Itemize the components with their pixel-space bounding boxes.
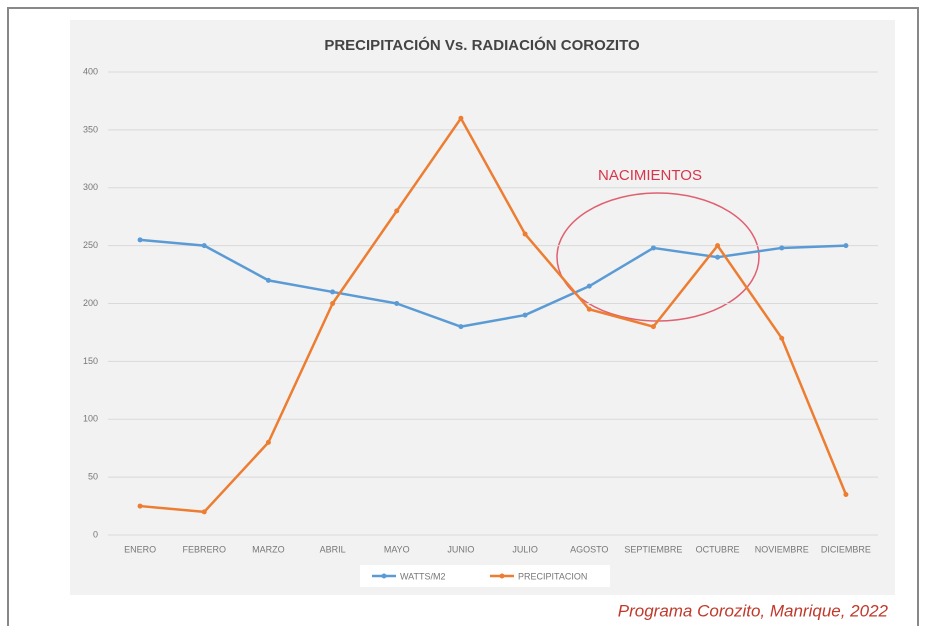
data-point: [779, 245, 785, 251]
y-tick-label: 400: [83, 66, 98, 76]
data-point: [650, 245, 656, 251]
data-point: [586, 306, 592, 312]
data-point: [201, 243, 207, 249]
legend-marker: [381, 573, 387, 579]
x-tick-label: AGOSTO: [570, 544, 608, 554]
legend-marker: [499, 573, 505, 579]
x-tick-label: ENERO: [124, 544, 156, 554]
y-tick-label: 250: [83, 240, 98, 250]
x-tick-label: MAYO: [384, 544, 410, 554]
x-tick-label: NOVIEMBRE: [755, 544, 809, 554]
data-point: [522, 231, 528, 237]
caption: Programa Corozito, Manrique, 2022: [618, 601, 889, 620]
chart-area: [70, 20, 895, 595]
x-tick-label: MARZO: [252, 544, 285, 554]
data-point: [586, 283, 592, 289]
data-point: [715, 254, 721, 260]
y-tick-label: 50: [88, 472, 98, 482]
data-point: [458, 115, 464, 121]
data-point: [394, 208, 400, 214]
data-point: [715, 243, 721, 249]
annotation: NACIMIENTOS: [598, 167, 702, 184]
legend-label: PRECIPITACION: [518, 571, 587, 581]
y-tick-label: 200: [83, 298, 98, 308]
y-tick-label: 150: [83, 356, 98, 366]
data-point: [522, 312, 528, 318]
data-point: [458, 324, 464, 330]
chart-title: PRECIPITACIÓN Vs. RADIACIÓN COROZITO: [324, 36, 640, 54]
frame: [7, 7, 919, 626]
data-point: [330, 289, 336, 295]
x-tick-label: DICIEMBRE: [821, 544, 871, 554]
data-point: [265, 277, 271, 283]
x-tick-label: JUNIO: [447, 544, 474, 554]
y-tick-label: 100: [83, 414, 98, 424]
x-tick-label: FEBRERO: [182, 544, 226, 554]
x-tick-label: OCTUBRE: [696, 544, 740, 554]
y-tick-label: 0: [93, 529, 98, 539]
data-point: [201, 509, 207, 515]
data-point: [137, 503, 143, 509]
x-tick-label: ABRIL: [320, 544, 346, 554]
data-point: [394, 301, 400, 306]
data-point: [779, 335, 785, 341]
y-tick-label: 300: [83, 182, 98, 192]
data-point: [330, 301, 336, 306]
legend-label: WATTS/M2: [400, 571, 446, 581]
data-point: [265, 439, 271, 445]
data-point: [650, 324, 656, 330]
x-tick-label: SEPTIEMBRE: [624, 544, 682, 554]
series-line: [139, 117, 848, 514]
series-line: [139, 238, 846, 328]
legend-box: [360, 565, 610, 587]
data-point: [843, 243, 849, 249]
x-tick-label: JULIO: [512, 544, 538, 554]
data-point: [137, 237, 143, 243]
data-point: [843, 491, 849, 497]
y-tick-label: 350: [83, 124, 98, 134]
